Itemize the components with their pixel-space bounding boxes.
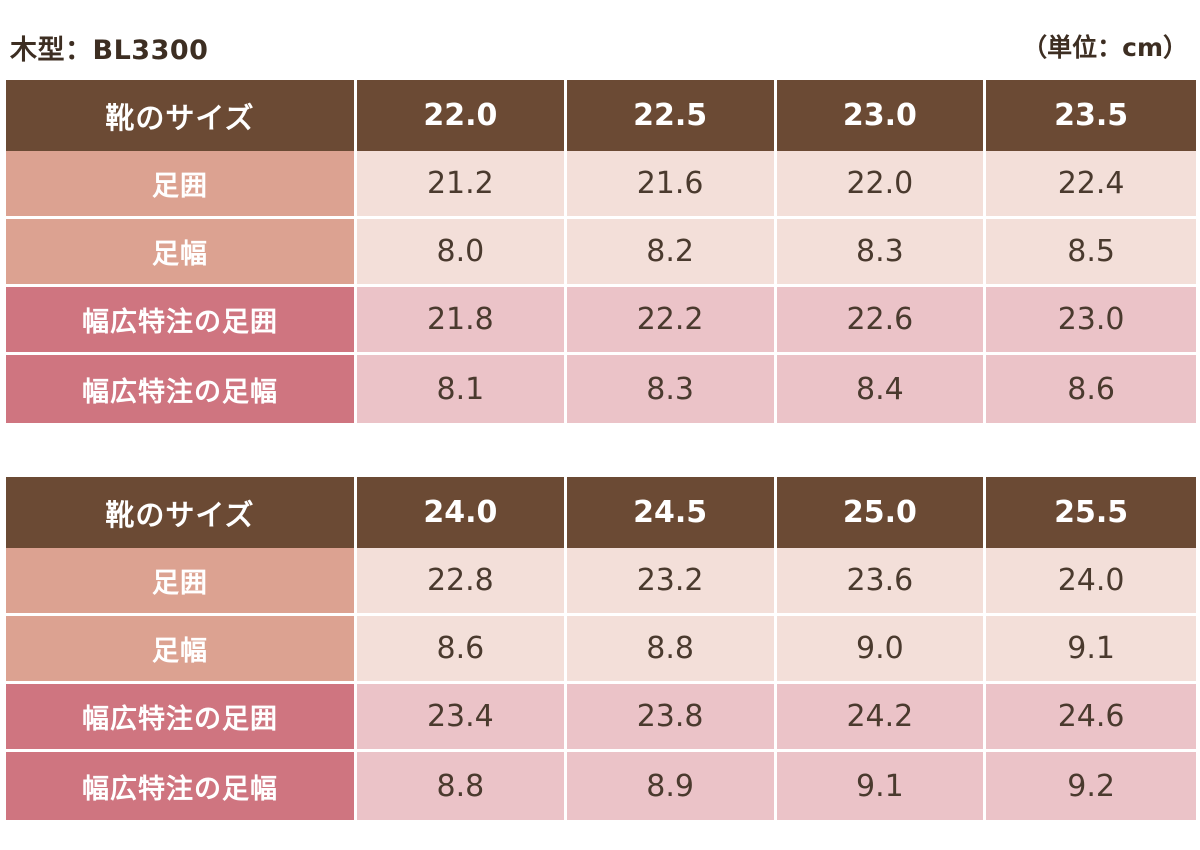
table-cell: 21.2 — [357, 151, 567, 219]
size-header-cell: 24.0 — [357, 477, 567, 548]
table-cell: 24.2 — [776, 684, 987, 752]
table-cell: 22.2 — [566, 287, 777, 355]
row-label-girth: 足囲 — [6, 548, 357, 616]
table-cell: 22.6 — [776, 287, 987, 355]
table-cell: 8.6 — [357, 616, 567, 684]
table-row: 幅広特注の足囲 21.8 22.2 22.6 23.0 — [6, 287, 1196, 355]
table-cell: 8.4 — [776, 355, 987, 423]
table-cell: 21.8 — [357, 287, 567, 355]
size-header-cell: 25.0 — [776, 477, 987, 548]
row-label-wide-width: 幅広特注の足幅 — [6, 355, 357, 423]
table-cell: 9.1 — [776, 752, 987, 820]
table-cell: 8.8 — [357, 752, 567, 820]
table-cell: 23.4 — [357, 684, 567, 752]
table-header-row: 靴のサイズ 22.0 22.5 23.0 23.5 — [6, 80, 1196, 151]
table-cell: 22.4 — [986, 151, 1196, 219]
table-row: 足幅 8.0 8.2 8.3 8.5 — [6, 219, 1196, 287]
row-label-girth: 足囲 — [6, 151, 357, 219]
size-table-2: 靴のサイズ 24.0 24.5 25.0 25.5 足囲 22.8 23.2 2… — [6, 477, 1196, 820]
shoe-size-label: 靴のサイズ — [6, 477, 357, 548]
table-cell: 23.0 — [986, 287, 1196, 355]
row-label-wide-girth: 幅広特注の足囲 — [6, 287, 357, 355]
table-row: 足囲 22.8 23.2 23.6 24.0 — [6, 548, 1196, 616]
table-cell: 8.6 — [986, 355, 1196, 423]
table-row: 幅広特注の足幅 8.8 8.9 9.1 9.2 — [6, 752, 1196, 820]
page-title: 木型：BL3300 — [10, 35, 209, 66]
table-cell: 23.2 — [566, 548, 777, 616]
table-cell: 8.1 — [357, 355, 567, 423]
table-header-row: 靴のサイズ 24.0 24.5 25.0 25.5 — [6, 477, 1196, 548]
size-header-cell: 22.0 — [357, 80, 567, 151]
size-header-cell: 25.5 — [986, 477, 1196, 548]
row-label-width: 足幅 — [6, 219, 357, 287]
unit-note: （単位：cm） — [1022, 33, 1188, 62]
table-cell: 24.0 — [986, 548, 1196, 616]
table-cell: 9.2 — [986, 752, 1196, 820]
table-cell: 23.8 — [566, 684, 777, 752]
table-cell: 8.0 — [357, 219, 567, 287]
shoe-size-label: 靴のサイズ — [6, 80, 357, 151]
table-cell: 21.6 — [566, 151, 777, 219]
table-cell: 8.5 — [986, 219, 1196, 287]
table-cell: 8.3 — [566, 355, 777, 423]
table-cell: 23.6 — [776, 548, 987, 616]
table-cell: 8.9 — [566, 752, 777, 820]
table-row: 足囲 21.2 21.6 22.0 22.4 — [6, 151, 1196, 219]
row-label-wide-girth: 幅広特注の足囲 — [6, 684, 357, 752]
size-header-cell: 23.0 — [776, 80, 987, 151]
size-header-cell: 23.5 — [986, 80, 1196, 151]
table-cell: 9.1 — [986, 616, 1196, 684]
table-cell: 22.0 — [776, 151, 987, 219]
table-cell: 8.3 — [776, 219, 987, 287]
table-row: 幅広特注の足幅 8.1 8.3 8.4 8.6 — [6, 355, 1196, 423]
table-cell: 8.8 — [566, 616, 777, 684]
table-cell: 24.6 — [986, 684, 1196, 752]
table-row: 幅広特注の足囲 23.4 23.8 24.2 24.6 — [6, 684, 1196, 752]
size-table-1: 靴のサイズ 22.0 22.5 23.0 23.5 足囲 21.2 21.6 2… — [6, 80, 1196, 423]
header-line: 木型：BL3300 （単位：cm） — [10, 28, 1188, 68]
row-label-wide-width: 幅広特注の足幅 — [6, 752, 357, 820]
row-label-width: 足幅 — [6, 616, 357, 684]
table-cell: 9.0 — [776, 616, 987, 684]
size-header-cell: 22.5 — [566, 80, 777, 151]
table-row: 足幅 8.6 8.8 9.0 9.1 — [6, 616, 1196, 684]
table-cell: 8.2 — [566, 219, 777, 287]
table-cell: 22.8 — [357, 548, 567, 616]
size-header-cell: 24.5 — [566, 477, 777, 548]
